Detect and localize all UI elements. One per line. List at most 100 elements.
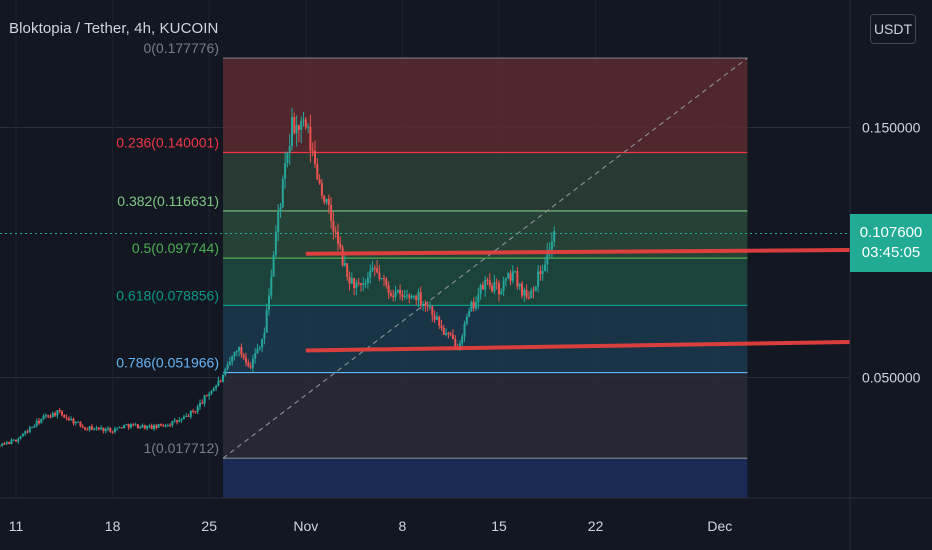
- candle-body: [350, 278, 353, 284]
- candle-body: [79, 421, 82, 427]
- candle-body: [355, 282, 358, 289]
- candle-body: [228, 361, 231, 365]
- candle-body: [171, 420, 174, 425]
- candle-body: [31, 427, 34, 429]
- candle-body: [155, 425, 158, 428]
- candle-body: [316, 163, 319, 180]
- candle-body: [472, 301, 475, 309]
- time-axis-tick-label: Nov: [293, 518, 318, 534]
- candle-body: [509, 273, 512, 281]
- candle-body: [445, 333, 448, 335]
- candle-body: [47, 415, 50, 417]
- candle-body: [463, 323, 466, 337]
- candle-body: [182, 416, 185, 420]
- fib-level-label: 0.5(0.097744): [132, 240, 219, 256]
- candle-body: [88, 426, 91, 430]
- candle-body: [40, 418, 43, 424]
- candle-body: [323, 195, 326, 203]
- candle-body: [72, 418, 75, 424]
- candle-body: [153, 425, 155, 429]
- time-axis-tick-label: 8: [399, 518, 407, 534]
- candle-body: [438, 316, 441, 326]
- candle-body: [274, 232, 277, 255]
- candle-body: [369, 270, 372, 278]
- candle-body: [550, 241, 553, 250]
- candle-body: [28, 427, 31, 433]
- candle-body: [314, 150, 316, 164]
- candle-body: [325, 198, 328, 203]
- candle-body: [498, 282, 500, 295]
- candle-body: [222, 374, 224, 382]
- candle-body: [493, 282, 496, 292]
- candle-body: [189, 411, 192, 417]
- candle-body: [58, 410, 61, 412]
- candle-body: [205, 395, 208, 397]
- fib-level-label: 0.618(0.078856): [116, 287, 219, 303]
- candle-body: [251, 358, 254, 368]
- candle-body: [180, 419, 183, 421]
- candle-body: [51, 413, 54, 418]
- candle-body: [410, 296, 413, 298]
- candle-body: [102, 427, 105, 432]
- candle-body: [383, 278, 385, 280]
- fib-level-label: 1(0.017712): [143, 440, 219, 456]
- candle-body: [159, 424, 162, 426]
- candle-body: [291, 117, 293, 147]
- candle-body: [318, 179, 321, 184]
- fib-level-label: 0.382(0.116631): [117, 193, 219, 209]
- candle-body: [256, 348, 259, 353]
- fib-zone: [223, 305, 748, 373]
- candle-body: [553, 231, 556, 242]
- candle-body: [304, 119, 307, 128]
- candle-body: [401, 294, 404, 297]
- fib-trend-line: [222, 57, 748, 459]
- candle-body: [136, 424, 139, 429]
- candle-body: [461, 336, 464, 344]
- candle-body: [341, 247, 344, 266]
- currency-button[interactable]: USDT: [870, 14, 916, 44]
- candle-body: [364, 282, 367, 284]
- candle-body: [426, 305, 429, 307]
- candle-body: [539, 271, 542, 274]
- bar-countdown: 03:45:05: [861, 244, 921, 261]
- candle-body: [8, 442, 11, 444]
- candle-body: [24, 431, 27, 434]
- candle-body: [500, 291, 503, 295]
- candle-body: [166, 424, 169, 426]
- fib-level-label: 0.786(0.051966): [116, 355, 219, 371]
- candle-body: [199, 402, 201, 407]
- trend-line: [305, 248, 851, 256]
- candle-body: [38, 420, 40, 424]
- symbol-title: Bloktopia / Tether, 4h, KUCOIN: [9, 20, 219, 37]
- candle-body: [387, 285, 390, 294]
- candle-body: [399, 290, 402, 295]
- candle-body: [113, 428, 116, 433]
- candle-body: [514, 271, 517, 273]
- time-axis-tick-label: Dec: [707, 518, 732, 534]
- candle-body: [527, 297, 530, 299]
- candle-body: [15, 439, 17, 442]
- candle-body: [419, 292, 422, 306]
- candle-body: [226, 364, 229, 369]
- candle-body: [233, 351, 236, 356]
- candle-body: [357, 282, 360, 284]
- candle-body: [449, 333, 452, 335]
- candle-body: [164, 425, 167, 427]
- candle-body: [176, 420, 178, 422]
- last-price-value: 0.107600: [859, 224, 923, 241]
- candle-body: [90, 426, 93, 430]
- candle-body: [396, 290, 399, 293]
- candle-body: [258, 347, 261, 349]
- time-axis-tick-label: 25: [201, 518, 217, 534]
- candle-body: [504, 278, 507, 281]
- candle-body: [3, 443, 6, 445]
- candle-body: [403, 296, 406, 298]
- candle-body: [120, 427, 123, 429]
- candle-body: [19, 436, 22, 439]
- time-axis-tick-label: 15: [491, 518, 507, 534]
- candle-body: [537, 271, 540, 287]
- candle-body: [440, 325, 443, 329]
- candle-body: [70, 418, 73, 421]
